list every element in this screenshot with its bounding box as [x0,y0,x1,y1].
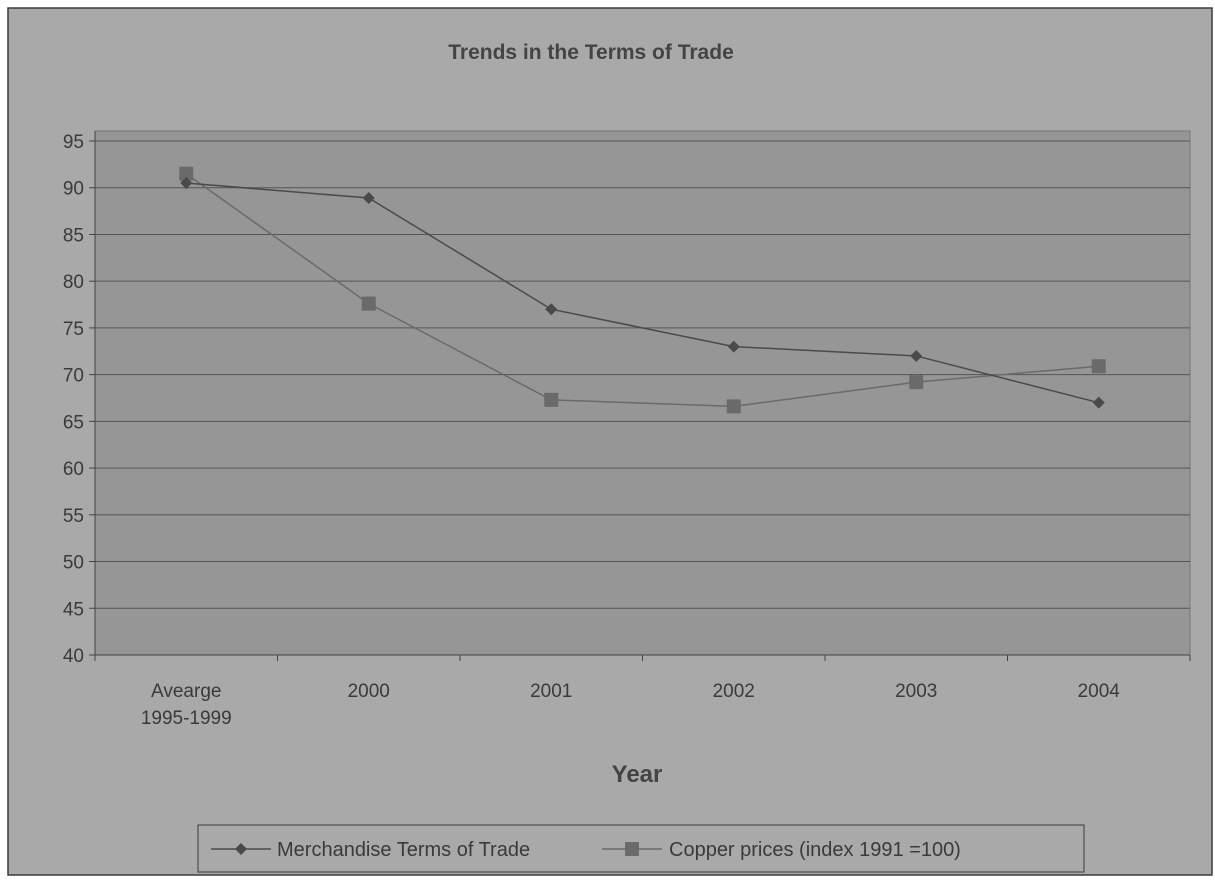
legend-label-merchandise: Merchandise Terms of Trade [277,839,530,861]
merchandise-point [727,340,740,353]
legend-label-copper: Copper prices (index 1991 =100) [669,839,961,861]
y-tick-label: 70 [63,366,84,387]
x-tick-label-line: Avearge [151,681,221,702]
x-tick-label: 2002 [713,681,755,702]
x-tick-label: 2001 [530,681,572,702]
y-tick-label: 55 [63,506,84,527]
x-tick-label: 2000 [348,681,390,702]
x-axis: Avearge 1995-1999 2000 2001 2002 2003 2004 [94,654,1191,729]
x-tick-label-line: 2002 [713,681,755,702]
x-tick-label: 2003 [895,681,937,702]
legend-item-merchandise: Merchandise Terms of Trade [211,839,530,861]
y-tick-label: 95 [63,132,84,153]
y-axis: 95 90 85 80 75 70 65 60 55 50 45 40 [63,131,96,667]
copper-point [544,392,559,407]
copper-point [909,375,924,390]
copper-point [361,296,376,311]
y-tick-label: 80 [63,272,84,293]
copper-point [1091,359,1106,374]
y-tick-label: 45 [63,599,84,620]
y-tick-label: 50 [63,553,84,574]
series-line-copper [185,173,1099,408]
x-tick-label-line: 2000 [348,681,390,702]
y-tick-label: 40 [63,646,84,667]
merchandise-point [545,303,558,316]
series-line-merchandise [186,182,1099,404]
merchandise-point [1092,396,1105,409]
legend: Merchandise Terms of Trade Copper prices… [197,824,1085,873]
legend-square-marker [625,842,639,856]
legend-diamond-marker [235,843,247,855]
y-tick-label: 65 [63,412,84,433]
copper-point [726,399,741,414]
legend-item-copper: Copper prices (index 1991 =100) [602,839,961,861]
x-tick-label: Avearge 1995-1999 [141,681,232,729]
y-tick-label: 60 [63,459,84,480]
x-axis-title: Year [612,761,663,788]
copper-point [179,166,194,181]
x-tick-label-line: 2003 [895,681,937,702]
y-tick-label: 90 [63,179,84,200]
y-tick-label: 85 [63,225,84,246]
x-tick-label-line: 2001 [530,681,572,702]
merchandise-point [180,177,193,190]
series-layer [179,166,1106,414]
chart-title: Trends in the Terms of Trade [448,41,734,64]
x-tick-label: 2004 [1078,681,1121,702]
y-tick-label: 75 [63,319,84,340]
merchandise-point [910,349,923,362]
plot-area [94,130,1191,656]
x-tick-label-line: 1995-1999 [141,708,232,729]
x-tick-label-line: 2004 [1078,681,1121,702]
merchandise-point [362,192,375,205]
